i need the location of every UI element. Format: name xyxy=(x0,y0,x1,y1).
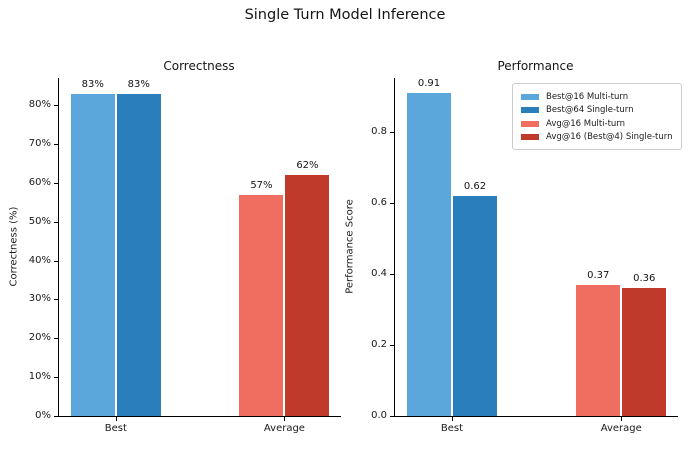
legend-label: Best@16 Multi-turn xyxy=(546,91,629,102)
y-tick-label: 20% xyxy=(28,332,51,344)
bar-best-64-single-turn-best xyxy=(453,195,497,416)
bar-value-label: 62% xyxy=(296,160,319,172)
legend-label: Avg@16 (Best@4) Single-turn xyxy=(546,132,673,143)
y-tick xyxy=(390,202,394,204)
legend-item-avg-16-multi-turn: Avg@16 Multi-turn xyxy=(521,117,673,131)
x-tick xyxy=(115,417,117,421)
bar-avg-16-best-4-single-turn-average xyxy=(622,288,667,416)
y-tick-label: 60% xyxy=(28,176,51,188)
y-tick xyxy=(54,182,58,184)
bar-value-label: 0.36 xyxy=(633,273,656,285)
y-axis-label: Performance Score xyxy=(344,199,356,294)
bar-best-16-multi-turn-best xyxy=(70,93,115,416)
y-tick-label: 30% xyxy=(28,293,51,305)
y-tick-label: 0% xyxy=(35,410,51,421)
y-tick xyxy=(54,377,58,379)
y-tick-label: 0.8 xyxy=(371,125,387,137)
y-tick xyxy=(390,131,394,133)
y-tick-label: 0.2 xyxy=(371,338,387,350)
x-tick xyxy=(452,417,453,421)
y-tick xyxy=(390,344,394,346)
y-tick-label: 0.4 xyxy=(371,267,387,279)
x-tick xyxy=(621,417,623,421)
y-tick-label: 10% xyxy=(28,371,51,383)
y-tick xyxy=(390,273,394,275)
legend-item-best-16-multi-turn: Best@16 Multi-turn xyxy=(521,90,673,104)
axes-title-performance: Performance xyxy=(497,59,574,73)
bar-value-label: 83% xyxy=(127,78,150,90)
bar-avg-16-multi-turn-average xyxy=(239,194,284,416)
legend-label: Best@64 Single-turn xyxy=(546,105,634,116)
x-tick xyxy=(284,417,286,421)
y-tick xyxy=(54,144,58,146)
y-tick-label: 80% xyxy=(28,99,51,111)
legend-label: Avg@16 Multi-turn xyxy=(546,118,626,129)
bar-value-label: 0.62 xyxy=(463,180,487,192)
y-tick-label: 70% xyxy=(28,138,51,150)
y-tick xyxy=(54,260,58,262)
y-tick-label: 0.0 xyxy=(371,410,387,421)
bar-best-64-single-turn-best xyxy=(116,93,161,416)
x-axis-spine xyxy=(58,416,341,417)
bar-value-label: 83% xyxy=(81,78,104,90)
bar-avg-16-multi-turn-average xyxy=(576,284,621,416)
legend-item-best-64-single-turn: Best@64 Single-turn xyxy=(521,104,673,118)
legend-swatch-avg-16-multi-turn xyxy=(521,120,539,127)
y-axis-spine xyxy=(58,78,59,417)
bar-avg-16-best-4-single-turn-average xyxy=(285,175,330,416)
x-axis-spine xyxy=(394,416,678,417)
axes-title-correctness: Correctness xyxy=(163,59,235,73)
y-tick xyxy=(390,416,394,417)
legend-swatch-best-64-single-turn xyxy=(521,107,539,114)
bar-value-label: 0.37 xyxy=(587,269,610,281)
y-tick-label: 0.6 xyxy=(371,196,387,208)
bar-value-label: 57% xyxy=(250,179,273,191)
x-tick-label-average: Average xyxy=(263,423,305,434)
x-tick-label-best: Best xyxy=(440,423,464,434)
y-tick-label: 40% xyxy=(28,254,51,266)
x-tick-label-average: Average xyxy=(600,423,642,434)
y-tick xyxy=(54,416,58,417)
y-axis-spine xyxy=(394,78,395,417)
bar-value-label: 0.91 xyxy=(417,77,441,89)
y-tick-label: 50% xyxy=(28,215,51,227)
y-tick xyxy=(54,299,58,301)
y-tick xyxy=(54,338,58,340)
y-tick xyxy=(54,221,58,223)
figure-title: Single Turn Model Inference xyxy=(244,7,446,23)
bar-best-16-multi-turn-best xyxy=(407,92,451,416)
legend-swatch-avg-16-best-4-single-turn xyxy=(521,134,539,141)
x-tick-label-best: Best xyxy=(104,423,127,434)
legend-item-avg-16-best-4-single-turn: Avg@16 (Best@4) Single-turn xyxy=(521,131,673,145)
legend-swatch-best-16-multi-turn xyxy=(521,93,539,100)
legend: Best@16 Multi-turn Best@64 Single-turn Avg… xyxy=(512,83,682,150)
y-axis-label: Correctness (%) xyxy=(8,206,20,287)
y-tick xyxy=(54,105,58,107)
